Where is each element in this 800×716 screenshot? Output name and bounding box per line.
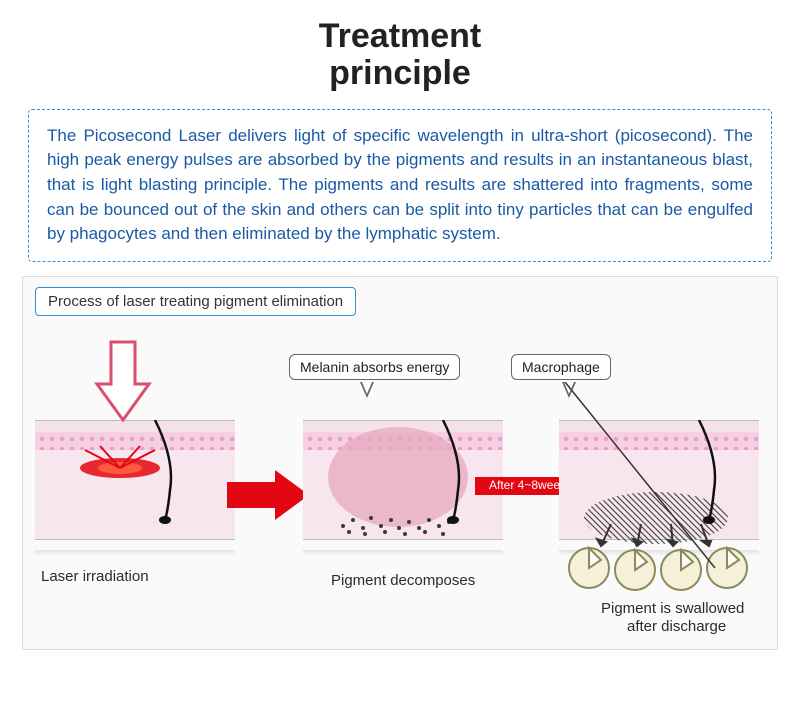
melanin-callout-text: Melanin absorbs energy xyxy=(300,359,449,375)
title-line-1: Treatment xyxy=(0,18,800,55)
page-title: Treatment principle xyxy=(0,0,800,109)
stage-3-caption-line2: after discharge xyxy=(627,618,726,635)
title-line-2: principle xyxy=(0,55,800,92)
stage-2-caption: Pigment decomposes xyxy=(331,572,475,589)
hair-icon xyxy=(135,420,215,530)
macrophage-callout-text: Macrophage xyxy=(522,359,600,375)
description-text: The Picosecond Laser delivers light of s… xyxy=(47,126,753,244)
macrophage-callout: Macrophage xyxy=(511,354,611,380)
melanin-callout: Melanin absorbs energy xyxy=(289,354,460,380)
arrow-1-to-2-icon xyxy=(227,470,309,520)
laser-down-arrow-icon xyxy=(93,340,153,426)
macrophage-pointer-line-icon xyxy=(555,382,775,612)
process-label: Process of laser treating pigment elimin… xyxy=(35,287,356,316)
stage-1-caption: Laser irradiation xyxy=(41,568,149,585)
description-box: The Picosecond Laser delivers light of s… xyxy=(28,109,772,262)
stage-1-skin xyxy=(35,420,235,550)
stage-2-skin xyxy=(303,420,503,550)
process-diagram: Process of laser treating pigment elimin… xyxy=(22,276,778,650)
stage-3-caption-line1: Pigment is swallowed xyxy=(601,600,744,617)
stages-container: Laser irradiation xyxy=(35,340,765,640)
